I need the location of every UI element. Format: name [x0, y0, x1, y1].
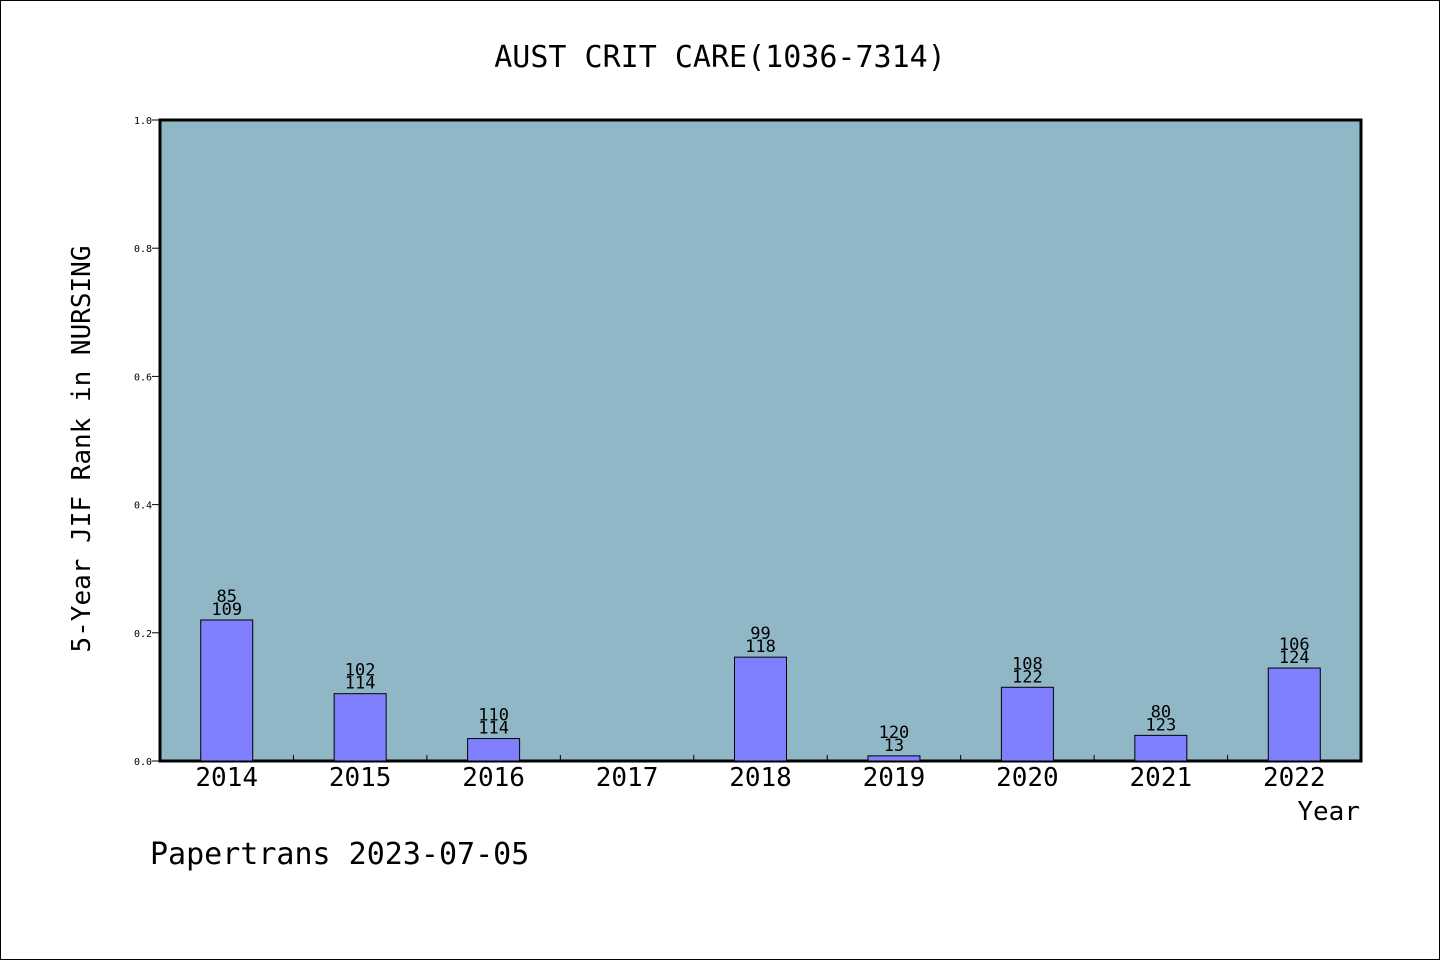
bar-label-top: 108	[1012, 654, 1043, 674]
x-tick-label: 2021	[1130, 763, 1193, 793]
x-tick-label: 2014	[195, 763, 258, 793]
bar-label-top: 102	[345, 661, 376, 681]
bar-label-bottom: 114	[345, 674, 376, 694]
y-tick-label: 1.0	[134, 116, 152, 127]
bar-label-top: 80	[1151, 702, 1171, 722]
x-tick-label: 2017	[596, 763, 659, 793]
y-tick-label: 0.4	[134, 501, 152, 512]
bar-label-top: 85	[216, 587, 236, 607]
bar-2014	[200, 619, 254, 762]
watermark-text: Papertrans 2023-07-05	[150, 837, 529, 872]
bar-label-bottom: 123	[1145, 715, 1176, 735]
y-tick-label: 0.8	[134, 244, 152, 255]
x-tick-label: 2016	[462, 763, 525, 793]
x-tick-label: 2020	[996, 763, 1059, 793]
x-tick-label: 2022	[1263, 763, 1326, 793]
x-tick-label: 2019	[863, 763, 926, 793]
bar-label-bottom: 114	[478, 719, 509, 739]
bar-label-bottom: 118	[745, 637, 776, 657]
bar-2016	[467, 738, 521, 762]
bar-label-top: 106	[1279, 635, 1310, 655]
bar-2015	[333, 693, 387, 762]
bar-label-bottom: 124	[1279, 648, 1310, 668]
x-tick-label: 2018	[729, 763, 792, 793]
bar-2019	[867, 755, 921, 762]
bar-2018	[734, 656, 787, 762]
chart-title: AUST CRIT CARE(1036-7314)	[494, 40, 946, 75]
y-tick-label: 0.2	[134, 629, 152, 640]
bar-label-bottom: 109	[211, 600, 242, 620]
bar-label-top: 110	[478, 706, 509, 726]
y-tick-label: 0.0	[134, 757, 152, 768]
bar-label-top: 99	[750, 624, 770, 644]
bar-label-bottom: 122	[1012, 667, 1043, 687]
y-tick-label: 0.6	[134, 372, 152, 383]
plot-area	[158, 118, 1363, 763]
bar-2022	[1267, 667, 1321, 762]
bar-2020	[1000, 686, 1054, 762]
bar-label-bottom: 13	[884, 736, 904, 756]
x-tick-label: 2015	[329, 763, 392, 793]
bar-label-top: 120	[879, 723, 910, 743]
bar-2021	[1134, 734, 1188, 762]
x-axis-label: Year	[1297, 797, 1360, 827]
y-axis-label: 5-Year JIF Rank in NURSING	[67, 246, 97, 653]
